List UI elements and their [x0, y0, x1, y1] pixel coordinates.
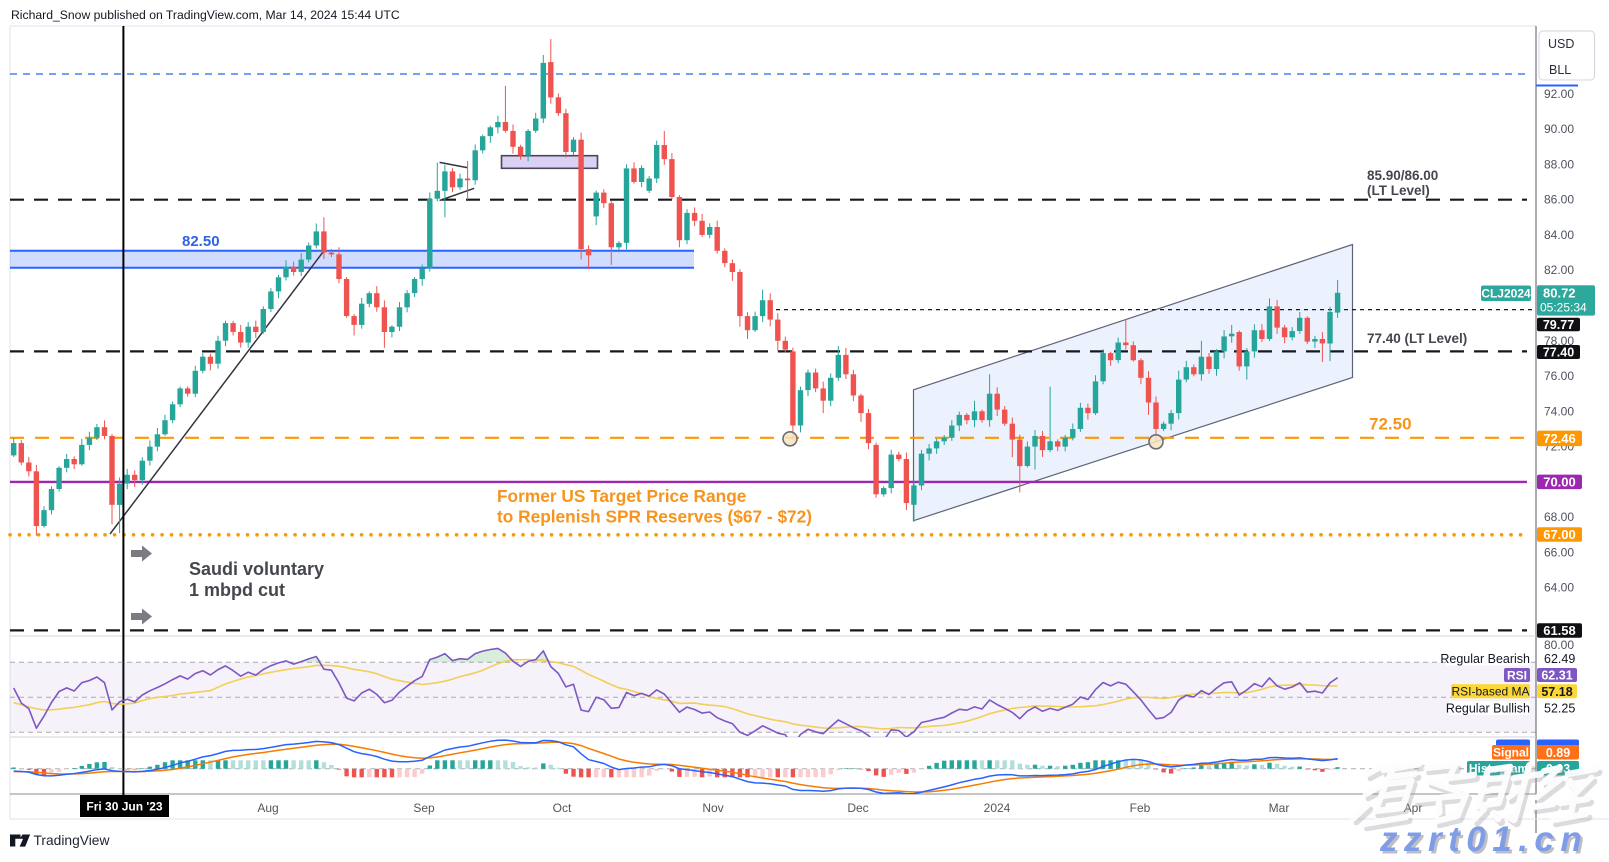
svg-text:Feb: Feb: [1130, 801, 1151, 815]
svg-text:Regular Bullish: Regular Bullish: [1446, 702, 1530, 716]
svg-text:88.00: 88.00: [1544, 157, 1574, 171]
svg-text:Oct: Oct: [553, 801, 572, 815]
svg-text:90.00: 90.00: [1544, 122, 1574, 136]
svg-text:2024: 2024: [984, 801, 1011, 815]
svg-text:66.00: 66.00: [1544, 546, 1574, 560]
svg-text:79.77: 79.77: [1543, 318, 1574, 332]
svg-text:64.00: 64.00: [1544, 581, 1574, 595]
svg-text:Former US Target Price Range: Former US Target Price Range: [497, 486, 747, 506]
svg-text:RSI: RSI: [1507, 668, 1527, 682]
svg-text:77.40 (LT Level): 77.40 (LT Level): [1367, 331, 1467, 346]
svg-text:TradingView: TradingView: [34, 833, 110, 848]
svg-text:84.00: 84.00: [1544, 228, 1574, 242]
svg-text:78.00: 78.00: [1544, 334, 1574, 348]
svg-text:62.49: 62.49: [1544, 652, 1575, 666]
svg-text:70.00: 70.00: [1543, 475, 1576, 490]
svg-text:76.00: 76.00: [1544, 369, 1574, 383]
svg-text:Regular Bearish: Regular Bearish: [1440, 652, 1530, 666]
svg-text:Mar: Mar: [1269, 801, 1290, 815]
svg-text:05:25:34: 05:25:34: [1540, 301, 1587, 315]
svg-text:0.89: 0.89: [1546, 746, 1570, 760]
svg-text:USD: USD: [1548, 37, 1574, 51]
svg-text:80.00: 80.00: [1544, 638, 1574, 652]
svg-text:RSI-based MA: RSI-based MA: [1451, 685, 1529, 699]
svg-text:72.46: 72.46: [1543, 431, 1576, 446]
svg-text:61.58: 61.58: [1543, 623, 1576, 638]
svg-text:CLJ2024: CLJ2024: [1481, 287, 1531, 301]
svg-text:77.40: 77.40: [1543, 346, 1574, 360]
svg-text:52.25: 52.25: [1544, 702, 1575, 716]
svg-text:Richard_Snow published on Trad: Richard_Snow published on TradingView.co…: [11, 8, 400, 22]
svg-text:85.90/86.00: 85.90/86.00: [1367, 168, 1438, 183]
svg-text:Apr: Apr: [1404, 801, 1423, 815]
svg-text:82.50: 82.50: [182, 233, 220, 250]
svg-text:72.50: 72.50: [1369, 415, 1412, 434]
svg-text:1 mbpd cut: 1 mbpd cut: [189, 580, 285, 600]
svg-text:Fri 30 Jun '23: Fri 30 Jun '23: [86, 799, 163, 813]
svg-text:62.31: 62.31: [1541, 669, 1572, 683]
svg-text:92.00: 92.00: [1544, 87, 1574, 101]
svg-text:68.00: 68.00: [1544, 510, 1574, 524]
svg-text:(LT Level): (LT Level): [1367, 183, 1430, 198]
svg-text:Aug: Aug: [257, 801, 278, 815]
svg-text:80.72: 80.72: [1543, 286, 1576, 301]
svg-text:86.00: 86.00: [1544, 193, 1574, 207]
svg-text:82.00: 82.00: [1544, 263, 1574, 277]
svg-text:Nov: Nov: [702, 801, 723, 815]
svg-text:Signal: Signal: [1493, 746, 1529, 760]
svg-text:zzrt01.cn: zzrt01.cn: [1382, 823, 1591, 858]
svg-text:Saudi voluntary: Saudi voluntary: [189, 559, 324, 579]
svg-text:57.18: 57.18: [1541, 685, 1572, 699]
svg-text:Dec: Dec: [847, 801, 868, 815]
svg-text:to Replenish SPR Reserves ($67: to Replenish SPR Reserves ($67 - $72): [497, 507, 812, 527]
svg-text:67.00: 67.00: [1543, 527, 1576, 542]
svg-text:BLL: BLL: [1549, 63, 1571, 77]
svg-text:Sep: Sep: [413, 801, 435, 815]
svg-text:74.00: 74.00: [1544, 404, 1574, 418]
svg-text:zzrt01.cn: zzrt01.cn: [1379, 820, 1588, 857]
